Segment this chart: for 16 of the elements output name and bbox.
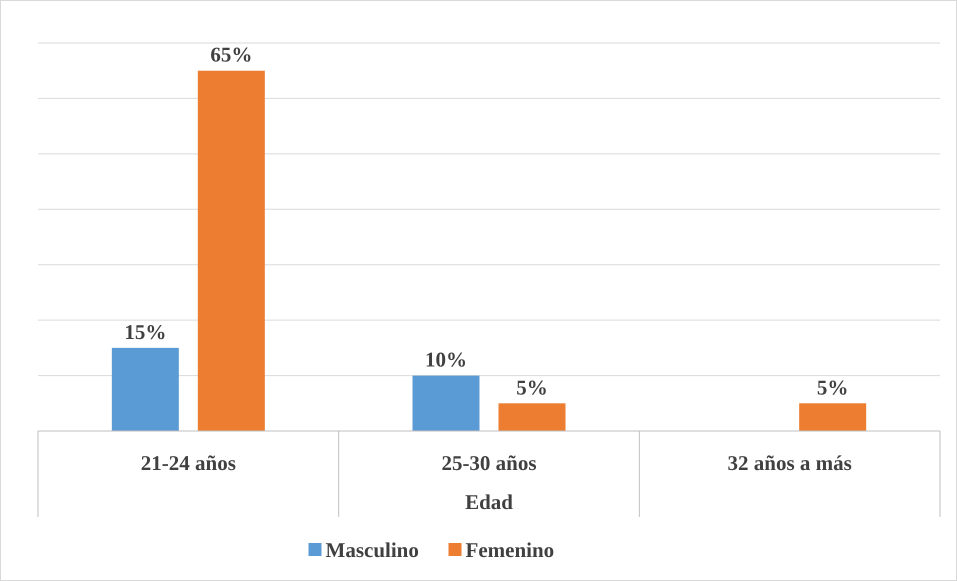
x-tick-label: 21-24 años	[140, 451, 236, 475]
legend-label: Femenino	[466, 538, 554, 562]
data-label: 15%	[124, 320, 166, 344]
data-label: 5%	[516, 375, 548, 400]
x-tick-label: 32 años a más	[728, 451, 852, 475]
bar	[112, 348, 179, 431]
data-label: 5%	[816, 375, 848, 400]
bar	[498, 403, 566, 431]
bar	[198, 70, 265, 431]
data-label: 10%	[425, 348, 467, 372]
legend-label: Masculino	[326, 538, 419, 562]
bar	[799, 403, 866, 431]
x-tick-label: 25-30 años	[441, 451, 537, 475]
x-axis-title: Edad	[465, 490, 514, 514]
data-label: 65%	[210, 42, 252, 67]
bar	[412, 376, 480, 431]
